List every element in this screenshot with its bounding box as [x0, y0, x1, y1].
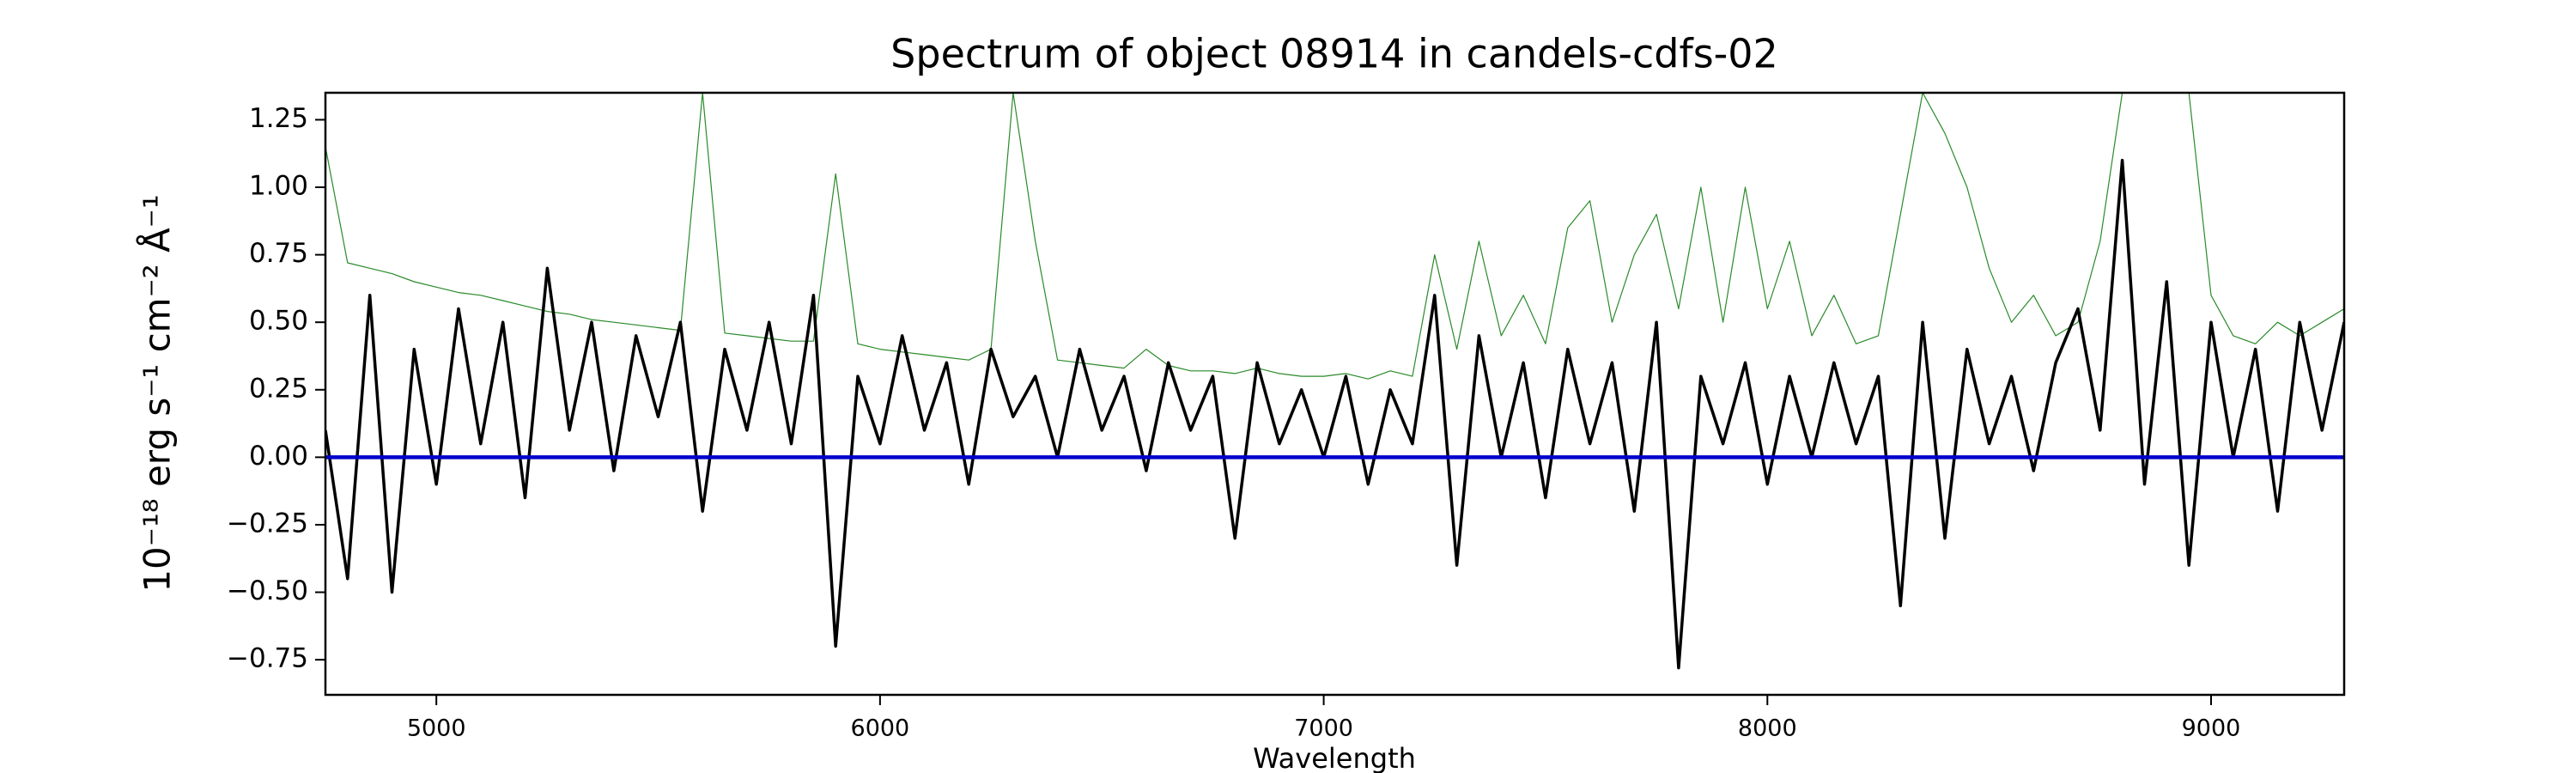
x-tick-label: 5000 [407, 715, 466, 742]
chart-title: Spectrum of object 08914 in candels-cdfs… [890, 31, 1778, 77]
y-tick-label: 0.00 [249, 441, 308, 472]
y-axis-label: 10⁻¹⁸ erg s⁻¹ cm⁻² Å⁻¹ [136, 194, 179, 592]
plot-area [325, 93, 2344, 670]
y-tick-label: −0.25 [227, 508, 308, 539]
x-axis-label: Wavelength [1253, 742, 1416, 773]
spectrum-line [325, 158, 2344, 670]
y-tick-label: 0.25 [249, 373, 308, 404]
x-tick-label: 6000 [851, 715, 910, 742]
spectrum-line [325, 93, 2344, 380]
y-tick-label: 0.50 [249, 306, 308, 337]
x-tick-label: 8000 [1738, 715, 1797, 742]
x-tick-label: 9000 [2182, 715, 2241, 742]
y-tick-label: −0.75 [227, 643, 308, 674]
y-tick-label: −0.50 [227, 575, 308, 606]
y-tick-label: 0.75 [249, 238, 308, 269]
axes-frame [324, 91, 2346, 697]
y-tick-label: 1.25 [249, 103, 308, 134]
x-tick-label: 7000 [1294, 715, 1353, 742]
y-tick-label: 1.00 [249, 171, 308, 202]
